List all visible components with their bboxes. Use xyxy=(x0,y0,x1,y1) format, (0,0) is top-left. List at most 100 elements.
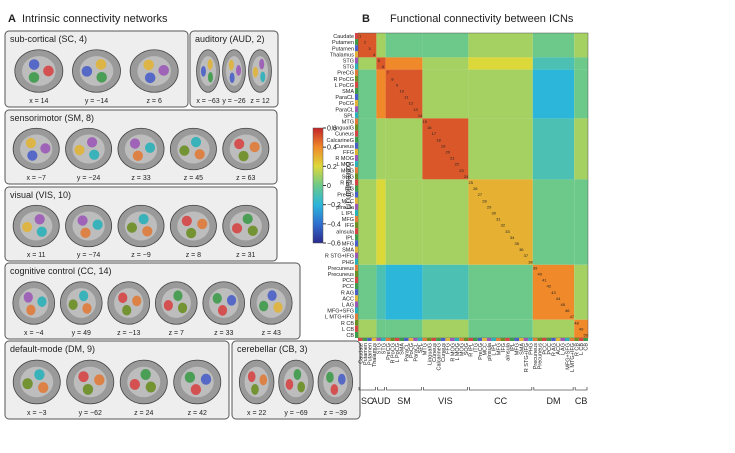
panel-title: Functional connectivity between ICNs xyxy=(390,13,574,25)
row-label: Putamen xyxy=(332,40,354,46)
heatmap-block xyxy=(532,319,575,338)
diagonal-label: 42 xyxy=(547,284,552,289)
activation-blob xyxy=(27,150,38,161)
diagonal-label: 18 xyxy=(436,137,441,142)
activation-blob xyxy=(242,213,253,225)
group-bracket xyxy=(386,387,422,391)
row-swatch xyxy=(355,94,358,101)
activation-blob xyxy=(249,141,260,153)
slice-coordinate: z = 33 xyxy=(131,175,150,182)
diagonal-label: 49 xyxy=(579,326,584,331)
column-label: pInsula xyxy=(487,342,493,361)
diagonal-label: 16 xyxy=(427,125,432,130)
row-label: PCC xyxy=(342,284,354,290)
col-swatch xyxy=(555,338,561,341)
activation-blob xyxy=(197,218,208,230)
heatmap-block xyxy=(532,57,575,70)
diagonal-label: 26 xyxy=(473,186,478,191)
column-label: CB xyxy=(584,343,590,351)
col-swatch xyxy=(450,338,455,341)
heatmap-block xyxy=(532,179,575,265)
row-label: Precuneus xyxy=(328,272,355,278)
heatmap-block xyxy=(422,33,469,58)
row-swatch xyxy=(355,313,358,320)
column-label: aInsula xyxy=(506,342,512,361)
row-label: Putamen xyxy=(332,46,354,52)
row-swatch xyxy=(355,197,358,204)
row-swatch xyxy=(355,75,358,82)
activation-blob xyxy=(89,149,100,160)
row-swatch xyxy=(355,155,358,162)
row-label: FFG xyxy=(343,150,354,156)
row-swatch xyxy=(355,167,358,174)
row-swatch xyxy=(355,112,358,119)
row-label: ParaCL xyxy=(335,95,354,101)
activation-blob xyxy=(293,369,302,380)
diagonal-label: 48 xyxy=(574,320,579,325)
slice-coordinate: z = 43 xyxy=(262,330,281,337)
group-bracket xyxy=(423,387,468,391)
activation-blob xyxy=(259,374,268,386)
slice-coordinate: y = 49 xyxy=(72,330,91,337)
heatmap-block xyxy=(376,69,386,119)
diagonal-label: 14 xyxy=(418,113,423,118)
colorbar-tick-label: 0 xyxy=(327,183,331,190)
slice-coordinate: x = 14 xyxy=(29,98,48,105)
heatmap-block xyxy=(468,319,533,338)
activation-blob xyxy=(38,382,49,394)
col-swatch xyxy=(427,338,432,341)
activation-blob xyxy=(95,59,107,70)
heatmap-block xyxy=(358,264,377,320)
activation-blob xyxy=(217,305,228,316)
activation-blob xyxy=(78,371,89,383)
network-label: default-mode (DM, 9) xyxy=(10,344,95,354)
diagonal-label: 40 xyxy=(537,271,542,276)
diagonal-label: 2 xyxy=(364,40,367,45)
activation-blob xyxy=(330,384,339,396)
column-label: MOG xyxy=(460,343,466,356)
column-label: L MTG+IFG xyxy=(570,343,576,372)
activation-blob xyxy=(177,302,188,314)
activation-blob xyxy=(74,144,85,156)
activation-blob xyxy=(92,219,103,230)
group-bracket xyxy=(533,387,574,391)
activation-blob xyxy=(236,65,242,76)
heatmap-block xyxy=(385,57,423,70)
column-label: R MOG xyxy=(450,343,456,362)
heatmap-block xyxy=(385,69,423,119)
column-label: L MOG xyxy=(455,343,461,361)
colorbar-tick-label: −0.4 xyxy=(327,221,341,228)
col-swatch xyxy=(491,338,496,341)
row-swatch xyxy=(355,57,358,64)
col-swatch xyxy=(408,338,414,341)
activation-blob xyxy=(229,72,235,84)
slice-coordinate: y = −26 xyxy=(222,98,245,105)
row-label: SOG xyxy=(342,174,354,180)
row-swatch xyxy=(355,307,358,314)
row-swatch xyxy=(355,240,358,247)
heatmap-block xyxy=(532,264,575,320)
col-swatch xyxy=(431,338,437,341)
col-swatch xyxy=(376,338,381,341)
diagonal-label: 15 xyxy=(422,119,427,124)
activation-blob xyxy=(26,304,36,316)
heatmap-block xyxy=(376,264,386,320)
col-swatch xyxy=(477,338,483,341)
activation-blob xyxy=(129,378,141,390)
row-swatch xyxy=(355,148,358,155)
slice-coordinate: z = −13 xyxy=(117,330,140,337)
col-swatch xyxy=(394,338,400,341)
heatmap-block xyxy=(376,118,386,180)
heatmap-block xyxy=(358,319,377,338)
column-label: Putamen xyxy=(363,343,369,365)
row-label: MTG xyxy=(342,119,354,125)
activation-blob xyxy=(259,300,269,312)
col-swatch xyxy=(381,338,386,341)
activation-blob xyxy=(179,145,190,156)
col-swatch xyxy=(583,338,588,341)
network-label: cognitive control (CC, 14) xyxy=(10,266,112,276)
col-swatch xyxy=(417,338,423,341)
row-swatch xyxy=(355,63,358,70)
column-label: ParaCL xyxy=(404,343,410,362)
row-label: Cuneus xyxy=(335,132,354,138)
